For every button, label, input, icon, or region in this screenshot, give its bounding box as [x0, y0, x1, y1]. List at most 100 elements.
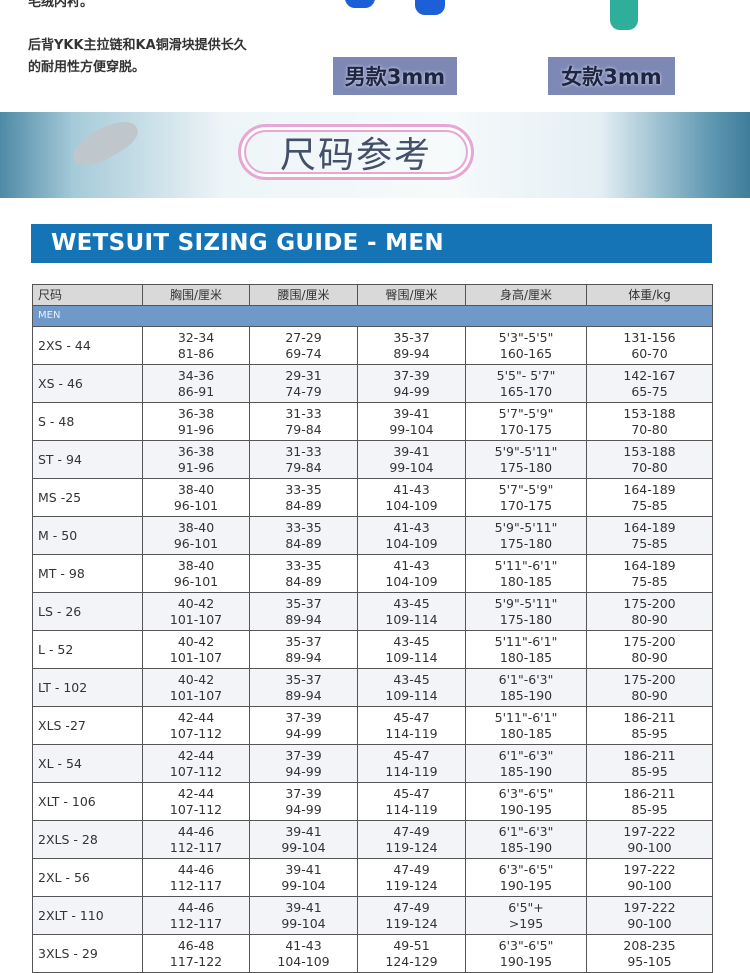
measure-cell: 131-156 60-70 — [586, 326, 713, 365]
measure-value-metric: 81-86 — [177, 345, 215, 361]
measure-value-imperial: 164-189 — [623, 519, 676, 535]
table-row: 3XLS - 29 46-48 117-122 41-43 104-109 49-51 12… — [32, 934, 713, 973]
measure-value-imperial: 33-35 — [285, 519, 322, 535]
intro-text: 后背YKK主拉链和KA铜滑块提供长久 的耐用性方便穿脱。 — [28, 35, 247, 79]
measure-cell: 45-47 114-119 — [357, 706, 466, 745]
measure-value-metric: 99-104 — [281, 915, 326, 931]
measure-value-metric: 112-117 — [169, 877, 223, 893]
measure-value-metric: 99-104 — [281, 877, 326, 893]
measure-value-imperial: 40-42 — [177, 633, 215, 649]
measure-value-metric: 109-114 — [385, 687, 438, 703]
measure-value-imperial: 5'11"-6'1" — [494, 633, 558, 649]
size-cell: 3XLS - 29 — [32, 934, 143, 973]
measure-value-metric: 89-94 — [285, 611, 322, 627]
measure-cell: 39-41 99-104 — [249, 820, 358, 859]
size-cell: L - 52 — [32, 630, 143, 669]
measure-cell: 33-35 84-89 — [249, 478, 358, 517]
measure-value-imperial: 175-200 — [623, 671, 676, 687]
measure-value-imperial: 6'3"-6'5" — [498, 785, 554, 801]
measure-value-metric: 117-122 — [169, 953, 223, 969]
measure-value-metric: 114-119 — [385, 725, 438, 741]
measure-cell: 153-188 70-80 — [586, 402, 713, 441]
measure-cell: 38-40 96-101 — [142, 516, 250, 555]
measure-cell: 29-31 74-79 — [249, 364, 358, 403]
measure-value-metric: 170-175 — [499, 497, 553, 513]
measure-value-imperial: 175-200 — [623, 633, 676, 649]
measure-value-imperial: 39-41 — [393, 405, 430, 421]
measure-cell: 43-45 109-114 — [357, 592, 466, 631]
measure-cell: 197-222 90-100 — [586, 820, 713, 859]
measure-value-metric: 104-109 — [277, 953, 330, 969]
measure-cell: 153-188 70-80 — [586, 440, 713, 479]
measure-value-metric: 99-104 — [281, 839, 326, 855]
measure-value-imperial: 41-43 — [393, 481, 430, 497]
measure-value-imperial: 5'7"-5'9" — [498, 405, 554, 421]
measure-value-imperial: 164-189 — [623, 481, 676, 497]
measure-value-metric: 112-117 — [169, 839, 223, 855]
section-label: MEN — [32, 305, 713, 327]
measure-value-imperial: 37-39 — [285, 747, 322, 763]
measure-value-metric: 175-180 — [499, 459, 553, 475]
measure-value-metric: 80-90 — [631, 611, 668, 627]
measure-value-metric: 104-109 — [385, 535, 438, 551]
measure-value-metric: 190-195 — [499, 801, 553, 817]
measure-value-metric: 75-85 — [631, 535, 668, 551]
measure-cell: 38-40 96-101 — [142, 554, 250, 593]
measure-value-imperial: 186-211 — [623, 709, 676, 725]
measure-value-imperial: 5'7"-5'9" — [498, 481, 554, 497]
column-header: 腰围/厘米 — [249, 284, 358, 306]
table-row: 2XS - 44 32-34 81-86 27-29 69-74 35-37 89-94 5'… — [32, 326, 713, 365]
measure-value-imperial: 43-45 — [393, 595, 430, 611]
measure-value-imperial: 47-49 — [393, 823, 430, 839]
measure-value-imperial: 131-156 — [623, 329, 676, 345]
measure-value-metric: 107-112 — [169, 763, 223, 779]
measure-cell: 142-167 65-75 — [586, 364, 713, 403]
measure-cell: 47-49 119-124 — [357, 820, 466, 859]
section-row: MEN — [32, 305, 713, 327]
measure-value-imperial: 5'11"-6'1" — [494, 709, 558, 725]
measure-value-imperial: 208-235 — [623, 937, 676, 953]
measure-value-metric: 85-95 — [631, 763, 668, 779]
measure-value-imperial: 34-36 — [177, 367, 215, 383]
size-cell: MS -25 — [32, 478, 143, 517]
measure-cell: 5'9"-5'11" 175-180 — [465, 440, 587, 479]
measure-value-metric: 60-70 — [631, 345, 668, 361]
measure-value-metric: 85-95 — [631, 801, 668, 817]
measure-cell: 6'5"+ >195 — [465, 896, 587, 935]
measure-value-imperial: 37-39 — [285, 785, 322, 801]
measure-value-metric: 185-190 — [499, 763, 553, 779]
size-cell: LT - 102 — [32, 668, 143, 707]
measure-value-imperial: 5'9"-5'11" — [494, 595, 558, 611]
measure-value-imperial: 38-40 — [177, 519, 215, 535]
measure-cell: 46-48 117-122 — [142, 934, 250, 973]
measure-value-metric: 94-99 — [285, 801, 322, 817]
measure-cell: 6'1"-6'3" 185-190 — [465, 744, 587, 783]
measure-value-metric: 99-104 — [389, 459, 434, 475]
measure-cell: 34-36 86-91 — [142, 364, 250, 403]
measure-cell: 36-38 91-96 — [142, 402, 250, 441]
measure-value-metric: 119-124 — [385, 915, 438, 931]
measure-cell: 164-189 75-85 — [586, 554, 713, 593]
measure-cell: 5'3"-5'5" 160-165 — [465, 326, 587, 365]
measure-value-imperial: 46-48 — [177, 937, 215, 953]
measure-cell: 47-49 119-124 — [357, 896, 466, 935]
measure-value-imperial: 45-47 — [393, 785, 430, 801]
measure-value-imperial: 5'9"-5'11" — [494, 443, 558, 459]
table-row: LT - 102 40-42 101-107 35-37 89-94 43-45 109-1… — [32, 668, 713, 707]
measure-cell: 40-42 101-107 — [142, 592, 250, 631]
measure-value-imperial: 197-222 — [623, 823, 676, 839]
measure-value-imperial: 153-188 — [623, 443, 676, 459]
table-row: LS - 26 40-42 101-107 35-37 89-94 43-45 109-11… — [32, 592, 713, 631]
measure-value-imperial: 142-167 — [623, 367, 676, 383]
measure-cell: 43-45 109-114 — [357, 630, 466, 669]
measure-value-imperial: 35-37 — [285, 633, 322, 649]
measure-value-metric: 80-90 — [631, 687, 668, 703]
column-header: 体重/kg — [586, 284, 713, 306]
intro-text-partial: 毛绒内衬。 — [28, 0, 94, 10]
women-wetsuit-image — [610, 0, 638, 30]
measure-value-metric: 89-94 — [285, 687, 322, 703]
intro-line-1: 后背YKK主拉链和KA铜滑块提供长久 — [28, 38, 247, 53]
measure-cell: 6'3"-6'5" 190-195 — [465, 858, 587, 897]
measure-value-imperial: 5'9"-5'11" — [494, 519, 558, 535]
column-header: 臀围/厘米 — [357, 284, 466, 306]
